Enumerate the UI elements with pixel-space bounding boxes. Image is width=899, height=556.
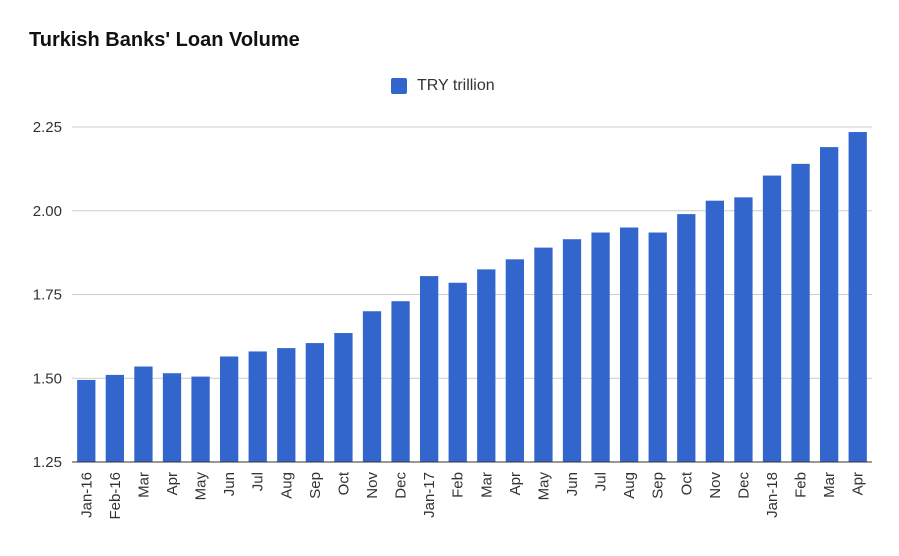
bar: [248, 351, 267, 462]
bar: [220, 356, 239, 462]
bar: [134, 366, 153, 462]
bar: [620, 227, 639, 462]
y-tick-label: 1.25: [33, 454, 62, 471]
x-tick-label: Mar: [135, 472, 152, 498]
bar: [448, 282, 467, 462]
bar: [191, 376, 210, 462]
x-tick-label: May: [535, 472, 552, 501]
x-tick-label: Oct: [678, 471, 695, 495]
x-tick-label: Dec: [735, 472, 752, 499]
x-tick-label: Jan-16: [78, 472, 95, 518]
bar: [534, 247, 553, 462]
x-tick-label: Feb: [450, 472, 467, 498]
x-tick-label: Nov: [364, 472, 381, 499]
legend-label: TRY trillion: [417, 77, 495, 94]
bar: [162, 373, 182, 462]
y-tick-label: 2.25: [33, 119, 62, 136]
x-tick-label: Dec: [393, 472, 410, 499]
bar: [734, 197, 753, 462]
x-tick-label: May: [193, 472, 210, 501]
x-tick-label: Oct: [335, 471, 352, 495]
bar: [562, 239, 582, 462]
x-tick-label: Nov: [707, 472, 724, 499]
bar: [591, 232, 610, 462]
y-tick-label: 1.50: [33, 370, 62, 387]
bar: [848, 132, 867, 462]
x-tick-label: Aug: [621, 472, 638, 499]
bar: [705, 200, 724, 462]
chart-title: Turkish Banks' Loan Volume: [29, 29, 300, 51]
x-tick-label: Apr: [507, 472, 524, 495]
x-tick-label: Mar: [478, 472, 495, 498]
bar: [677, 214, 696, 462]
legend: TRY trillion: [391, 76, 495, 96]
x-tick-label: Sep: [307, 472, 324, 499]
y-tick-label: 1.75: [33, 287, 62, 304]
y-tick-label: 2.00: [33, 203, 62, 220]
bar: [105, 374, 124, 462]
x-tick-label: Apr: [850, 472, 867, 495]
x-tick-label: Jan-18: [764, 472, 781, 518]
bar: [762, 175, 782, 462]
bar: [477, 269, 496, 462]
x-tick-label: Jul: [593, 472, 610, 491]
bar: [420, 276, 439, 462]
bar: [505, 259, 524, 462]
x-tick-label: Jan-17: [421, 472, 438, 518]
bar: [277, 348, 296, 462]
x-tick-label: Jun: [564, 472, 581, 496]
bar: [334, 333, 353, 462]
x-tick-label: Sep: [650, 472, 667, 499]
bar: [391, 301, 410, 462]
bar: [820, 147, 839, 462]
x-tick-label: Jun: [221, 472, 238, 496]
bar: [362, 311, 382, 462]
bar: [648, 232, 667, 462]
x-tick-label: Feb: [793, 472, 810, 498]
x-tick-label: Aug: [278, 472, 295, 499]
bar: [791, 163, 810, 462]
bar: [305, 343, 324, 462]
bar: [77, 379, 96, 462]
x-tick-label: Mar: [821, 472, 838, 498]
legend-swatch: [391, 78, 407, 94]
x-tick-label: Jul: [250, 472, 267, 491]
x-tick-label: Apr: [164, 472, 181, 495]
x-tick-label: Feb-16: [107, 472, 124, 520]
